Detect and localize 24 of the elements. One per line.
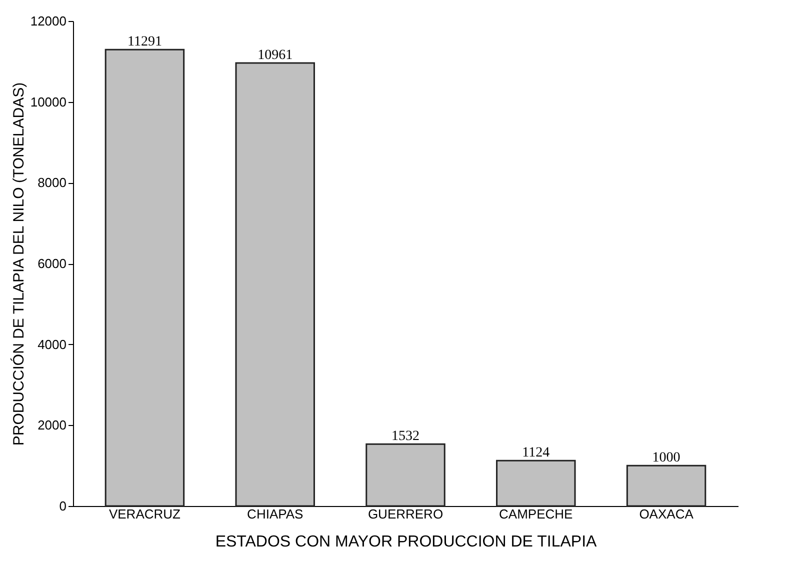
y-tick-label: 6000 xyxy=(38,256,66,271)
y-tick-label: 0 xyxy=(59,498,66,514)
x-tick-label: OAXACA xyxy=(639,506,694,522)
data-label: 1124 xyxy=(522,446,550,461)
x-tick-label: CHIAPAS xyxy=(247,506,304,522)
bar xyxy=(496,460,576,507)
bar xyxy=(235,62,315,507)
bar xyxy=(104,48,185,507)
data-label: 10961 xyxy=(258,48,293,63)
y-tick-label: 2000 xyxy=(38,418,66,433)
data-label: 1532 xyxy=(392,429,420,444)
data-label: 1000 xyxy=(652,450,680,466)
y-tick-label: 4000 xyxy=(38,336,66,352)
x-tick-label: VERACRUZ xyxy=(108,506,181,522)
x-tick-label: GUERRERO xyxy=(368,506,444,522)
bar xyxy=(626,464,706,507)
y-tick-label: 8000 xyxy=(38,175,66,190)
data-label: 11291 xyxy=(127,34,162,50)
x-axis-title: ESTADOS CON MAYOR PRODUCCION DE TILAPIA xyxy=(215,534,598,550)
x-tick-label: CAMPECHE xyxy=(499,506,574,522)
y-tick-label: 12000 xyxy=(30,14,66,28)
y-tick-label: 10000 xyxy=(30,94,66,110)
y-axis-title: PRODUCCIÓN DE TILAPIA DEL NILO (TONELADAS) xyxy=(9,82,28,446)
bar xyxy=(366,443,446,507)
